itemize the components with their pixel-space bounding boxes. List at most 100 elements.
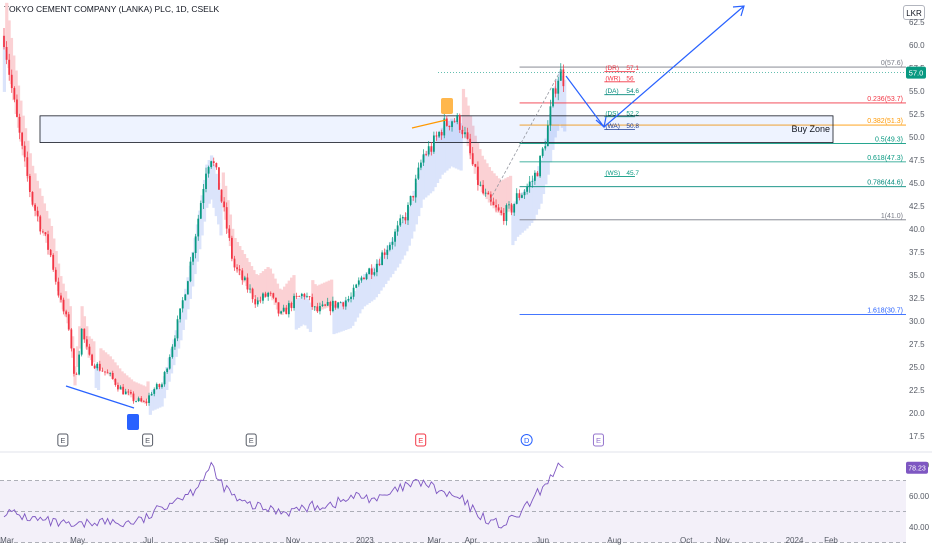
cloud-segment [144, 386, 148, 404]
event-label-5: E [596, 436, 601, 445]
cloud-segment [471, 125, 475, 165]
cloud-segment [344, 300, 348, 330]
time-tick-1: May [70, 536, 85, 545]
time-tick-10: Oct [680, 536, 693, 545]
cloud-segment [207, 160, 211, 204]
candle-body [425, 154, 428, 156]
candle-body [531, 180, 534, 182]
cloud-segment [400, 222, 404, 260]
cloud-segment [61, 283, 65, 310]
candle-body [391, 241, 394, 245]
cloud-segment [527, 184, 532, 226]
pivot-label-1: (WR) [605, 75, 620, 82]
candle-body [420, 162, 422, 168]
candle-body [104, 371, 106, 373]
cloud-segment [513, 201, 517, 241]
pivot-value-3: 52.2 [626, 110, 639, 117]
candle-body [342, 302, 345, 307]
earnings-marker-5 [592, 433, 604, 447]
candle-body [189, 261, 192, 282]
candle-body [505, 205, 508, 222]
cloud-segment [188, 265, 192, 299]
candle-body [508, 204, 510, 206]
cloud-segment [191, 252, 195, 287]
cloud-segment [414, 183, 418, 225]
price-tick-1: 60.0 [909, 41, 925, 50]
cloud-segment [259, 273, 263, 300]
cloud-segment [257, 275, 261, 302]
forecast-arrow-head [732, 5, 745, 17]
cloud-segment [268, 268, 273, 296]
cloud-segment [106, 354, 110, 375]
candle-body [471, 153, 474, 165]
candle-body [135, 401, 137, 402]
cloud-segment [476, 142, 480, 180]
candle-body [334, 300, 337, 308]
candle-body [355, 284, 358, 288]
drawings[interactable] [65, 5, 745, 430]
candle-body [124, 391, 127, 395]
fib-label-5: 0.786(44.6) [867, 180, 903, 187]
candle-body [386, 249, 389, 255]
price-tick-18: 17.5 [909, 432, 925, 441]
candle-body [132, 393, 135, 402]
candle-body [329, 301, 332, 312]
cloud-segment [228, 214, 233, 247]
candle-body [75, 373, 78, 375]
price-tick-13: 30.0 [909, 317, 925, 326]
cloud-segment [306, 298, 310, 329]
cloud-segment [160, 385, 164, 407]
candle-body [344, 300, 347, 307]
cloud-segment [520, 192, 524, 233]
time-tick-0: Mar [0, 536, 14, 545]
candle-body [427, 146, 430, 155]
cloud-segment [325, 281, 329, 308]
candle-body [497, 207, 500, 211]
candle-body [461, 129, 464, 135]
fib-label-3: 0.5(49.3) [875, 136, 903, 143]
cloud-segment [421, 155, 426, 200]
cloud-segment [461, 88, 466, 131]
event-label-4: D [524, 436, 530, 445]
cloud-segment [80, 306, 84, 331]
candle-body [363, 277, 365, 280]
cloud-segment [104, 352, 108, 373]
cloud-segment [374, 263, 378, 298]
cloud-segment [129, 379, 134, 398]
cloud-segment [146, 381, 150, 400]
candle-body [469, 138, 472, 154]
candle-body [142, 401, 145, 403]
cloud-segment [428, 148, 433, 194]
cloud-segment [363, 274, 367, 307]
candle-body [264, 293, 267, 297]
cloud-segment [322, 282, 327, 309]
cloud-segment [35, 180, 39, 216]
currency-badge[interactable]: LKR [903, 5, 925, 20]
candle-body [60, 295, 62, 300]
pivot-label-2: (DA) [605, 88, 618, 95]
candle-body [210, 161, 213, 168]
last-price-value: 57.0 [909, 69, 924, 78]
time-tick-4: Nov [286, 536, 300, 545]
cloud-segment [184, 288, 188, 320]
cloud-segment [501, 179, 506, 215]
cloud-segment [457, 122, 461, 170]
cloud-segment [438, 132, 442, 179]
cloud-segment [523, 189, 527, 231]
cloud-segment [120, 371, 124, 390]
candle-body [466, 132, 469, 139]
cloud-segment [66, 298, 70, 324]
cloud-segment [153, 388, 157, 410]
candle-body [396, 225, 399, 232]
cloud-segment [473, 135, 477, 174]
candle-body [290, 303, 293, 309]
candle-body [414, 178, 417, 198]
candle-body [202, 188, 205, 204]
candle-body [3, 35, 5, 48]
candle-body [137, 398, 140, 402]
candle-body [47, 234, 49, 250]
pivot-value-5: 45.7 [626, 170, 639, 177]
cloud-segment [407, 206, 411, 246]
